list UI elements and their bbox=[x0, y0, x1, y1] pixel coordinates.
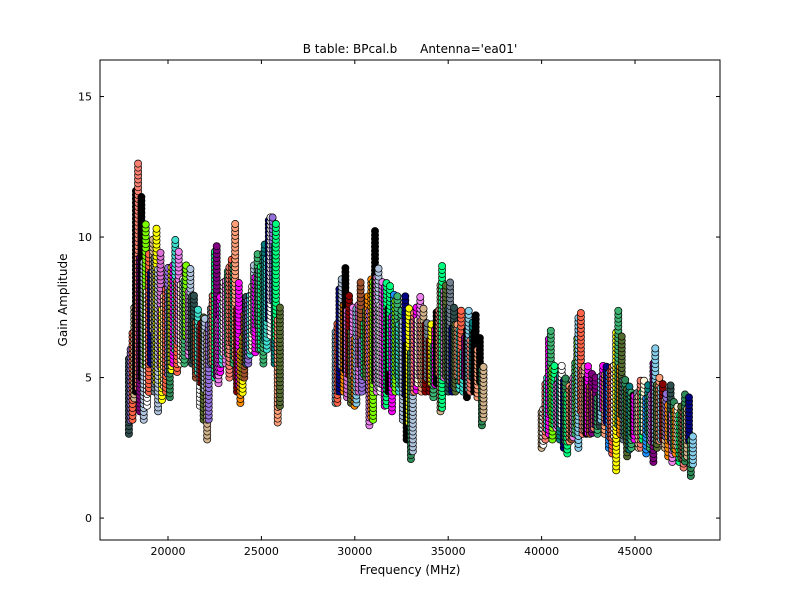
data-point bbox=[446, 278, 455, 287]
data-point bbox=[268, 213, 277, 222]
data-point bbox=[401, 292, 410, 301]
data-point bbox=[557, 361, 566, 370]
data-point bbox=[341, 264, 350, 273]
data-point bbox=[152, 224, 161, 233]
data-point bbox=[479, 363, 488, 371]
data-point bbox=[614, 306, 623, 315]
data-point bbox=[576, 309, 585, 318]
data-point bbox=[419, 304, 428, 313]
data-point bbox=[374, 264, 383, 273]
data-point bbox=[134, 159, 143, 168]
data-point bbox=[386, 282, 394, 291]
data-point bbox=[457, 306, 466, 315]
data-point bbox=[471, 311, 480, 320]
data-point bbox=[416, 293, 425, 301]
data-point bbox=[190, 291, 198, 300]
data-point bbox=[271, 220, 280, 228]
data-point bbox=[393, 292, 402, 301]
data-point bbox=[584, 362, 592, 371]
chart-title: B table: BPcal.b Antenna='ea01' bbox=[303, 42, 518, 56]
data-point bbox=[371, 227, 379, 236]
data-point bbox=[186, 265, 195, 273]
data-point bbox=[194, 305, 202, 314]
data-point bbox=[561, 374, 570, 383]
data-point bbox=[475, 334, 484, 343]
data-point bbox=[231, 220, 240, 228]
data-point bbox=[621, 375, 630, 384]
data-point bbox=[356, 278, 365, 287]
data-point bbox=[174, 247, 183, 256]
data-point bbox=[546, 326, 555, 335]
data-points bbox=[124, 159, 697, 480]
data-point bbox=[141, 220, 150, 229]
data-point bbox=[212, 242, 221, 251]
data-point bbox=[450, 303, 458, 312]
data-point bbox=[666, 381, 675, 390]
data-point bbox=[617, 332, 626, 341]
data-point bbox=[171, 236, 180, 244]
data-point bbox=[137, 193, 146, 201]
data-point bbox=[550, 361, 559, 370]
data-point bbox=[345, 292, 354, 300]
data-point bbox=[438, 262, 447, 271]
data-point bbox=[275, 303, 284, 312]
data-point bbox=[464, 306, 473, 315]
data-point bbox=[658, 380, 667, 389]
data-point bbox=[234, 279, 243, 287]
data-point bbox=[651, 344, 660, 353]
data-point bbox=[156, 248, 165, 257]
